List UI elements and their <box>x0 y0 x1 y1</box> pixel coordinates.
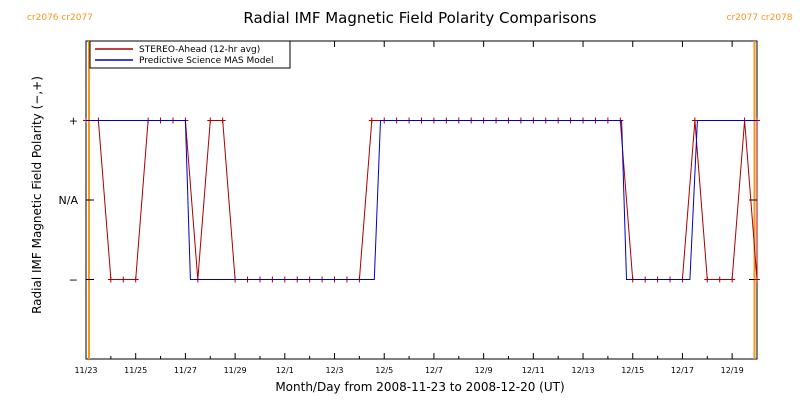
legend: STEREO-Ahead (12-hr avg)Predictive Scien… <box>89 40 291 69</box>
x-tick-label: 12/3 <box>326 366 344 375</box>
carrington-marker-label: cr2077 cr2078 <box>727 13 793 23</box>
x-tick-label: 12/11 <box>522 366 545 375</box>
y-tick-label: N/A <box>59 194 79 207</box>
x-tick-label: 12/1 <box>276 366 294 375</box>
x-tick-label: 11/29 <box>224 366 247 375</box>
x-tick-label: 11/27 <box>174 366 197 375</box>
legend-entry-label: STEREO-Ahead (12-hr avg) <box>139 45 260 55</box>
legend-box <box>89 40 291 69</box>
x-axis-label: Month/Day from 2008-11-23 to 2008-12-20 … <box>275 380 564 394</box>
x-axis-ticks: 11/23 11/25 11/27 11/29 12/1 12/3 12/5 12/7 12/9… <box>74 41 744 375</box>
carrington-marker-label: cr2076 cr2077 <box>27 13 93 23</box>
legend-entry-label: Predictive Science MAS Model <box>139 56 274 66</box>
x-tick-label: 12/5 <box>375 366 393 375</box>
x-tick-label: 12/13 <box>572 366 595 375</box>
y-axis-ticks: + N/A − <box>59 115 757 287</box>
x-tick-label: 12/9 <box>475 366 493 375</box>
series-line-1 <box>86 120 757 280</box>
series-lines <box>83 117 760 283</box>
y-axis-label: Radial IMF Magnetic Field Polarity (−,+) <box>30 76 44 314</box>
x-tick-label: 12/15 <box>621 366 644 375</box>
plot-frame <box>85 40 758 360</box>
x-tick-label: 12/17 <box>671 366 694 375</box>
y-tick-label: + <box>69 115 78 128</box>
x-tick-label: 12/7 <box>425 366 443 375</box>
x-tick-label: 11/23 <box>74 366 97 375</box>
x-tick-label: 12/19 <box>721 366 744 375</box>
chart-title: Radial IMF Magnetic Field Polarity Compa… <box>243 9 596 27</box>
x-tick-label: 11/25 <box>124 366 147 375</box>
y-tick-label: − <box>69 274 78 287</box>
